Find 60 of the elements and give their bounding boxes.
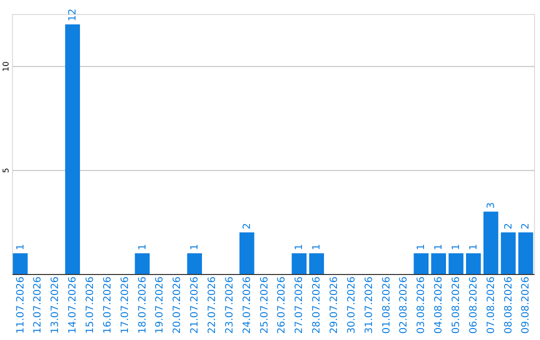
data-label: 1 (312, 244, 323, 250)
x-tick-label: 30.07.2026 (346, 276, 358, 334)
x-tick-label: 14.07.2026 (68, 276, 79, 334)
x-tick-label: 28.07.2026 (312, 276, 323, 334)
x-tick-label: 01.08.2026 (381, 276, 392, 334)
data-label: 3 (486, 202, 497, 209)
data-label: 1 (434, 244, 445, 250)
x-tick-label: 11.07.2026 (15, 276, 26, 334)
x-tick-label: 02.08.2026 (398, 276, 410, 334)
x-tick-label: 31.07.2026 (364, 276, 375, 334)
x-tick-label: 16.07.2026 (102, 276, 114, 334)
bar (292, 253, 307, 274)
data-label: 1 (451, 244, 462, 250)
x-tick-label: 04.08.2026 (434, 276, 445, 334)
bar (239, 232, 254, 274)
x-tick-label: 27.07.2026 (294, 276, 306, 334)
x-tick-label: 20.07.2026 (172, 276, 184, 334)
x-tick-label: 12.07.2026 (32, 276, 44, 334)
x-tick-label: 23.07.2026 (224, 276, 236, 334)
bar (431, 253, 446, 274)
bar (518, 232, 534, 274)
x-tick-label: 15.07.2026 (84, 276, 96, 334)
bar (448, 253, 464, 274)
bar (65, 24, 80, 274)
data-label: 2 (503, 223, 514, 230)
data-label: 1 (468, 244, 480, 250)
bar (414, 253, 429, 274)
x-tick-label: 25.07.2026 (259, 276, 270, 334)
bar (483, 212, 498, 274)
x-tick-label: 18.07.2026 (137, 276, 148, 334)
x-tick-label: 24.07.2026 (242, 276, 253, 334)
x-tick-label: 26.07.2026 (276, 276, 288, 334)
x-tick-label: 03.08.2026 (416, 276, 428, 334)
x-tick-label: 05.08.2026 (451, 276, 462, 334)
bar (466, 253, 481, 274)
data-label: 1 (294, 244, 306, 250)
data-label: 1 (15, 244, 26, 250)
x-tick-label: 21.07.2026 (190, 276, 201, 334)
x-tick-label: 07.08.2026 (486, 276, 497, 334)
data-label: 2 (242, 223, 253, 230)
bar (500, 232, 516, 274)
data-label: 1 (137, 244, 148, 250)
y-tick-label: 10 (2, 61, 10, 72)
x-tick-label: 09.08.2026 (520, 276, 532, 334)
data-label: 2 (520, 223, 532, 230)
x-tick-label: 22.07.2026 (207, 276, 218, 334)
bar (309, 253, 324, 274)
x-tick-label: 08.08.2026 (503, 276, 514, 334)
data-label: 1 (416, 244, 428, 250)
bar (134, 253, 150, 274)
x-tick-label: 17.07.2026 (120, 276, 131, 334)
x-tick-label: 29.07.2026 (329, 276, 340, 334)
x-tick-label: 13.07.2026 (50, 276, 62, 334)
bar (187, 253, 202, 274)
y-tick-label: 5 (2, 168, 10, 174)
x-tick-label: 06.08.2026 (468, 276, 480, 334)
data-label: 12 (68, 8, 79, 22)
bar (12, 253, 28, 274)
data-label: 1 (190, 244, 201, 250)
x-tick-label: 19.07.2026 (154, 276, 166, 334)
